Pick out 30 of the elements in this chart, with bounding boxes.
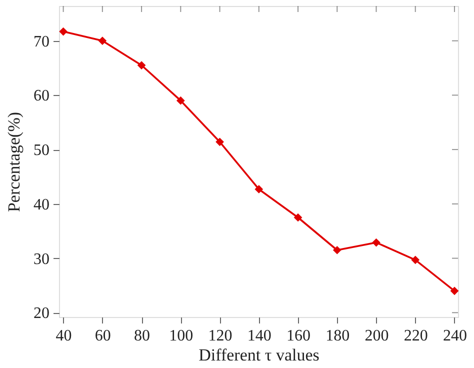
x-tick-label: 40 (56, 328, 72, 344)
y-tick-label: 20 (34, 305, 50, 322)
point (176, 96, 185, 105)
y-tick-label: 40 (34, 196, 50, 214)
y-tick-label: 60 (34, 88, 50, 105)
x-tick-label: 140 (247, 328, 272, 344)
point (294, 213, 302, 222)
point (450, 286, 459, 296)
x-tick-label: 220 (404, 328, 428, 344)
point (137, 61, 146, 70)
point (372, 238, 380, 247)
x-tick-label: 240 (442, 328, 467, 344)
x-tick-label: 100 (169, 328, 194, 344)
x-tick-label: 80 (134, 328, 150, 344)
x-tick-label: 60 (94, 328, 111, 344)
x-axis-title: Different τ values (198, 346, 320, 364)
point (59, 27, 68, 36)
y-tick-label: 70 (34, 33, 50, 50)
y-tick-label: 50 (34, 142, 50, 160)
point (216, 138, 224, 146)
point (332, 246, 342, 254)
x-tick-label: 180 (326, 328, 350, 344)
point (98, 36, 107, 45)
x-tick-label: 160 (286, 328, 311, 344)
x-tick-label: 120 (208, 328, 232, 344)
x-tick-label: 200 (364, 328, 389, 344)
y-tick-label: 30 (34, 250, 50, 268)
point (254, 185, 264, 194)
point (411, 256, 420, 264)
y-axis-title: Percentage(%) (4, 112, 24, 212)
